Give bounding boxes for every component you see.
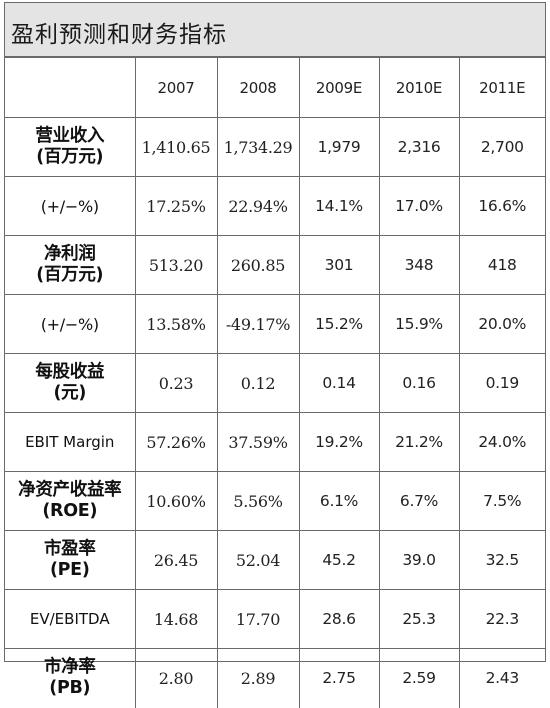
table-cell: 6.1% — [298, 471, 380, 531]
table-cell: 19.2% — [298, 412, 380, 472]
table-cell: 0.23 — [134, 353, 218, 413]
table-cell: 418 — [458, 235, 545, 295]
table-cell: 5.56% — [216, 471, 300, 531]
table-row: 净资产收益率 (ROE) 10.60% 5.56% 6.1% 6.7% 7.5% — [5, 471, 545, 531]
column-header: 2008 — [216, 57, 300, 118]
row-label-line1: EV/EBITDA — [29, 609, 110, 628]
row-label: EV/EBITDA — [5, 589, 136, 649]
row-label-line1: 净利润 — [43, 244, 96, 264]
table-row: 净利润 (百万元) 513.20 260.85 301 348 418 — [5, 235, 545, 295]
table-row: 市盈率 (PE) 26.45 52.04 45.2 39.0 32.5 — [5, 530, 545, 590]
table-cell: 513.20 — [134, 235, 218, 295]
table-cell: 17.70 — [216, 589, 300, 649]
table-cell: 13.58% — [134, 294, 218, 354]
table-cell: 24.0% — [458, 412, 545, 472]
column-header: 2009E — [298, 57, 380, 118]
table-cell: 57.26% — [134, 412, 218, 472]
table-cell: 10.60% — [134, 471, 218, 531]
row-label-line1: EBIT Margin — [25, 432, 115, 451]
table-cell: 2.75 — [298, 648, 380, 708]
table-cell: 2.80 — [134, 648, 218, 708]
table-cell: 17.0% — [378, 176, 460, 236]
row-label: EBIT Margin — [5, 412, 136, 472]
table-cell: 39.0 — [378, 530, 460, 590]
row-label-line1: (+/−%) — [40, 196, 99, 216]
header-corner-cell — [5, 57, 136, 118]
table-cell: 15.9% — [378, 294, 460, 354]
table-cell: 2.43 — [458, 648, 545, 708]
row-label-line2: (百万元) — [36, 265, 104, 285]
table-cell: 1,734.29 — [216, 117, 300, 177]
row-label: (+/−%) — [5, 176, 136, 236]
table-cell: 2.89 — [216, 648, 300, 708]
table-cell: 2,700 — [458, 117, 545, 177]
row-label: 净资产收益率 (ROE) — [5, 471, 136, 531]
table-cell: 37.59% — [216, 412, 300, 472]
table-cell: 17.25% — [134, 176, 218, 236]
table-cell: 26.45 — [134, 530, 218, 590]
row-label: 每股收益 (元) — [5, 353, 136, 413]
table-cell: -49.17% — [216, 294, 300, 354]
table-cell: 6.7% — [378, 471, 460, 531]
row-label-line1: 营业收入 — [35, 126, 105, 146]
column-header: 2007 — [134, 57, 218, 118]
table-cell: 15.2% — [298, 294, 380, 354]
table-cell: 348 — [378, 235, 460, 295]
row-label-line1: 每股收益 — [35, 362, 105, 382]
row-label-line1: 市盈率 — [43, 539, 96, 559]
row-label: (+/−%) — [5, 294, 136, 354]
row-label: 市盈率 (PE) — [5, 530, 136, 590]
table-cell: 0.14 — [298, 353, 380, 413]
row-label: 市净率 (PB) — [5, 648, 136, 708]
table-row: 市净率 (PB) 2.80 2.89 2.75 2.59 2.43 — [5, 648, 545, 708]
row-label-line2: (百万元) — [36, 147, 104, 167]
table-title: 盈利预测和财务指标 — [5, 3, 545, 57]
table-cell: 2,316 — [378, 117, 460, 177]
table-cell: 16.6% — [458, 176, 545, 236]
table-cell: 22.3 — [458, 589, 545, 649]
table-cell: 20.0% — [458, 294, 545, 354]
table-cell: 2.59 — [378, 648, 460, 708]
table-cell: 52.04 — [216, 530, 300, 590]
row-label: 净利润 (百万元) — [5, 235, 136, 295]
table-row: (+/−%) 17.25% 22.94% 14.1% 17.0% 16.6% — [5, 176, 545, 236]
row-label-line2: (ROE) — [42, 501, 98, 521]
table-cell: 260.85 — [216, 235, 300, 295]
table-cell: 1,979 — [298, 117, 380, 177]
row-label: 营业收入 (百万元) — [5, 117, 136, 177]
table-cell: 21.2% — [378, 412, 460, 472]
forecast-table-panel: 盈利预测和财务指标 2007 2008 2009E 2010E 2011E 营业… — [4, 2, 546, 708]
row-label-line2: (PE) — [49, 560, 90, 580]
table-row: 每股收益 (元) 0.23 0.12 0.14 0.16 0.19 — [5, 353, 545, 413]
row-label-line1: 市净率 — [43, 657, 96, 678]
table-body: 营业收入 (百万元) 1,410.65 1,734.29 1,979 2,316 2,700… — [5, 117, 545, 708]
table-cell: 32.5 — [458, 530, 545, 590]
table-cell: 45.2 — [298, 530, 380, 590]
table-cell: 0.19 — [458, 353, 545, 413]
table-row: (+/−%) 13.58% -49.17% 15.2% 15.9% 20.0% — [5, 294, 545, 354]
table-cell: 22.94% — [216, 176, 300, 236]
financial-indicators-table: 2007 2008 2009E 2010E 2011E 营业收入 (百万元) 1,4… — [5, 57, 545, 708]
table-cell: 14.1% — [298, 176, 380, 236]
row-label-line2: (PB) — [49, 678, 91, 699]
table-cell: 0.12 — [216, 353, 300, 413]
table-cell: 1,410.65 — [134, 117, 218, 177]
table-cell: 301 — [298, 235, 380, 295]
row-label-line2: (元) — [53, 383, 87, 403]
row-label-line1: 净资产收益率 — [18, 480, 122, 500]
header-row: 2007 2008 2009E 2010E 2011E — [5, 57, 545, 118]
table-cell: 25.3 — [378, 589, 460, 649]
table-cell: 14.68 — [134, 589, 218, 649]
table-row: 营业收入 (百万元) 1,410.65 1,734.29 1,979 2,316 2,700 — [5, 117, 545, 177]
column-header: 2011E — [458, 57, 545, 118]
table-cell: 0.16 — [378, 353, 460, 413]
row-label-line1: (+/−%) — [40, 314, 99, 334]
column-header: 2010E — [378, 57, 460, 118]
table-row: EV/EBITDA 14.68 17.70 28.6 25.3 22.3 — [5, 589, 545, 649]
table-row: EBIT Margin 57.26% 37.59% 19.2% 21.2% 24.0% — [5, 412, 545, 472]
table-cell: 28.6 — [298, 589, 380, 649]
table-cell: 7.5% — [458, 471, 545, 531]
